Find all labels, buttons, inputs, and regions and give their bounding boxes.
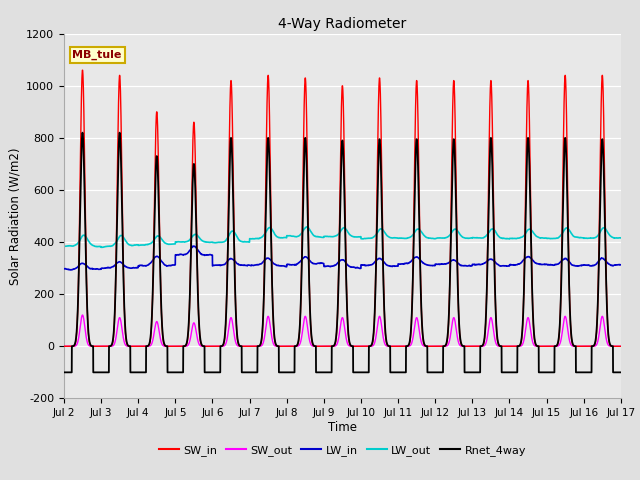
X-axis label: Time: Time — [328, 421, 357, 434]
Title: 4-Way Radiometer: 4-Way Radiometer — [278, 17, 406, 31]
Text: MB_tule: MB_tule — [72, 50, 122, 60]
Y-axis label: Solar Radiation (W/m2): Solar Radiation (W/m2) — [9, 147, 22, 285]
Legend: SW_in, SW_out, LW_in, LW_out, Rnet_4way: SW_in, SW_out, LW_in, LW_out, Rnet_4way — [154, 441, 531, 460]
